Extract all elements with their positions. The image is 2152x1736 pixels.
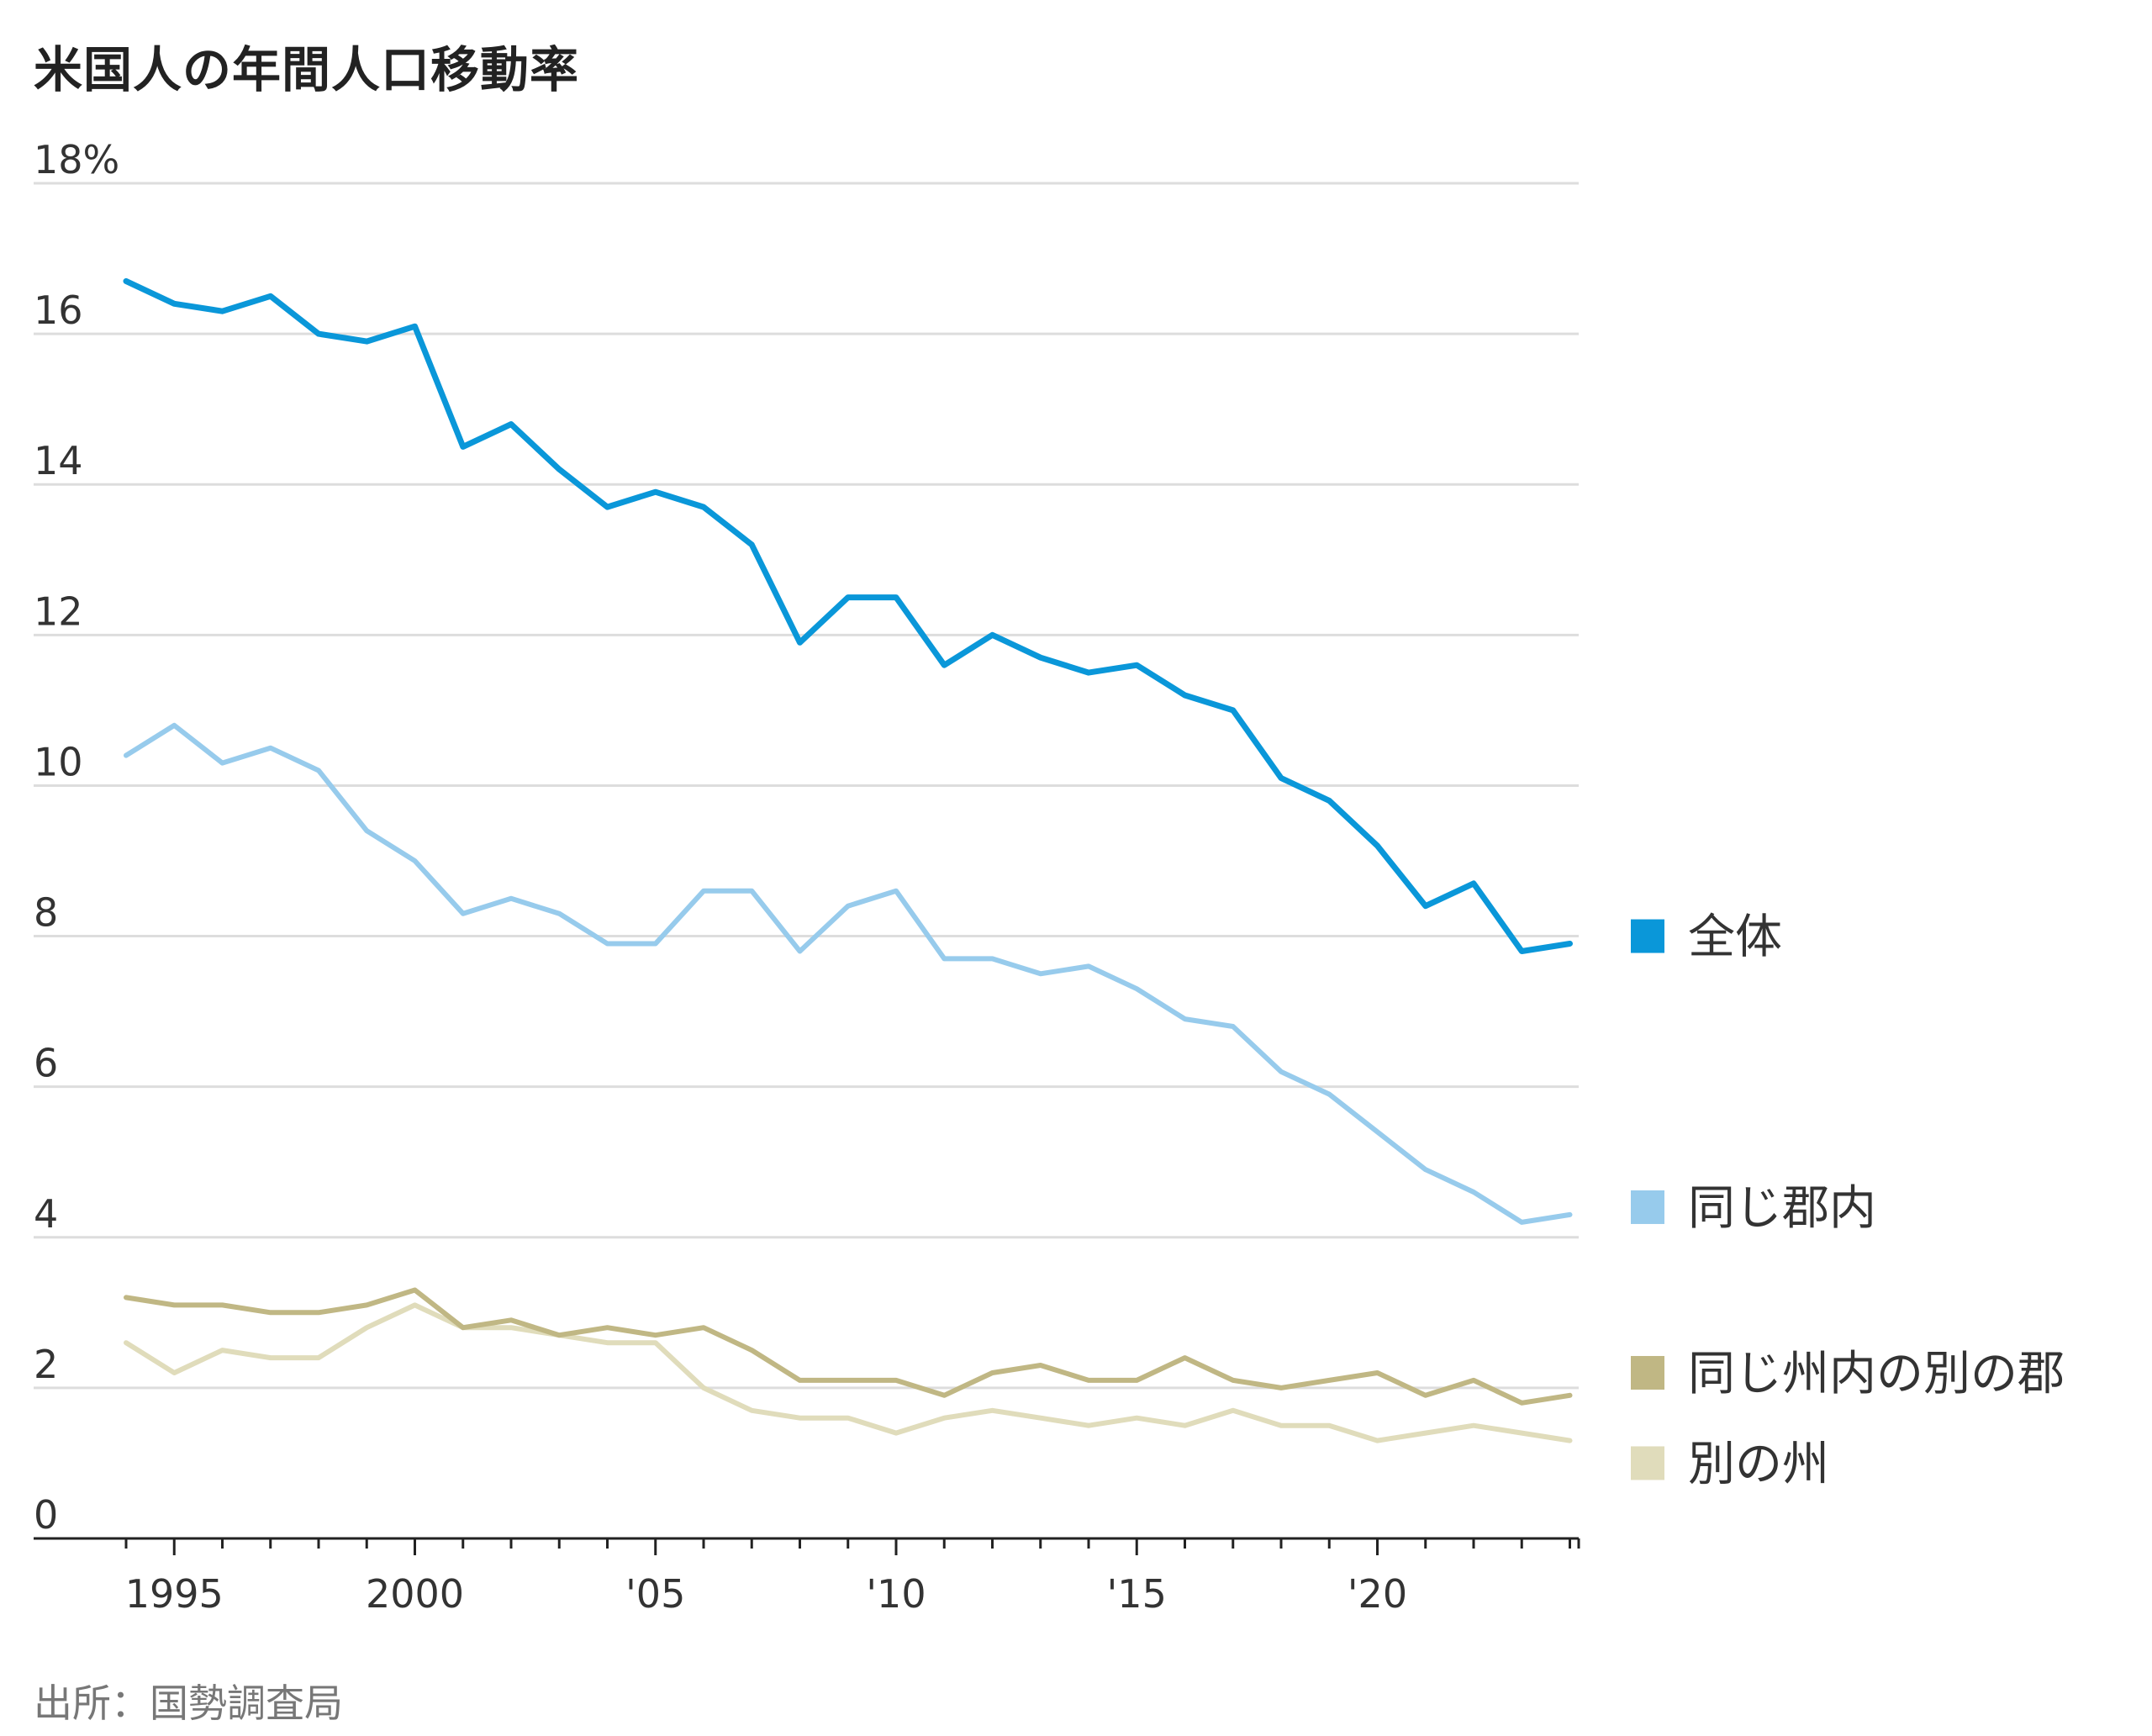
x-tick-label: '10 [866, 1571, 926, 1617]
y-tick-label: 12 [34, 588, 83, 634]
legend-swatch [1631, 1355, 1664, 1390]
y-tick-label: 6 [34, 1041, 58, 1086]
y-tick-label: 14 [34, 438, 83, 483]
chart-source: 出所：国勢調査局 [34, 1681, 343, 1726]
legend-label: 別の州 [1688, 1437, 1829, 1491]
y-tick-label: 10 [34, 739, 83, 784]
legend-label: 同じ郡内 [1688, 1181, 1876, 1236]
legend-label: 同じ州内の別の郡 [1688, 1347, 2065, 1401]
x-tick-label: '20 [1348, 1571, 1407, 1617]
series-line-1 [123, 277, 1573, 954]
x-tick-label: '05 [625, 1571, 685, 1617]
y-tick-label: 2 [34, 1342, 58, 1387]
series-line-2 [124, 722, 1573, 1225]
series-line-3 [124, 1287, 1573, 1406]
y-tick-label: 8 [34, 890, 58, 936]
y-tick-label: 4 [34, 1191, 58, 1237]
x-axis: 1995 2000 '05 '10 '15 '20 [34, 1537, 1580, 1617]
y-tick-label: 16 [34, 288, 83, 333]
series-lines [123, 277, 1573, 1443]
legend-swatch [1631, 919, 1664, 953]
legend-swatch [1631, 1446, 1664, 1480]
grid-lines: 0 2 4 6 8 10 12 14 16 18% [34, 137, 1579, 1538]
y-tick-label: 18% [34, 137, 119, 182]
x-tick-label: 2000 [366, 1571, 464, 1617]
x-tick-label: '15 [1107, 1571, 1167, 1617]
legend-label: 全体 [1688, 910, 1782, 965]
legend-swatch [1631, 1190, 1664, 1224]
series-line-4 [124, 1302, 1573, 1443]
chart-title: 米国人の年間人口移動率 [34, 41, 580, 98]
y-tick-label: 0 [34, 1492, 58, 1538]
x-tick-label: 1995 [125, 1571, 224, 1617]
